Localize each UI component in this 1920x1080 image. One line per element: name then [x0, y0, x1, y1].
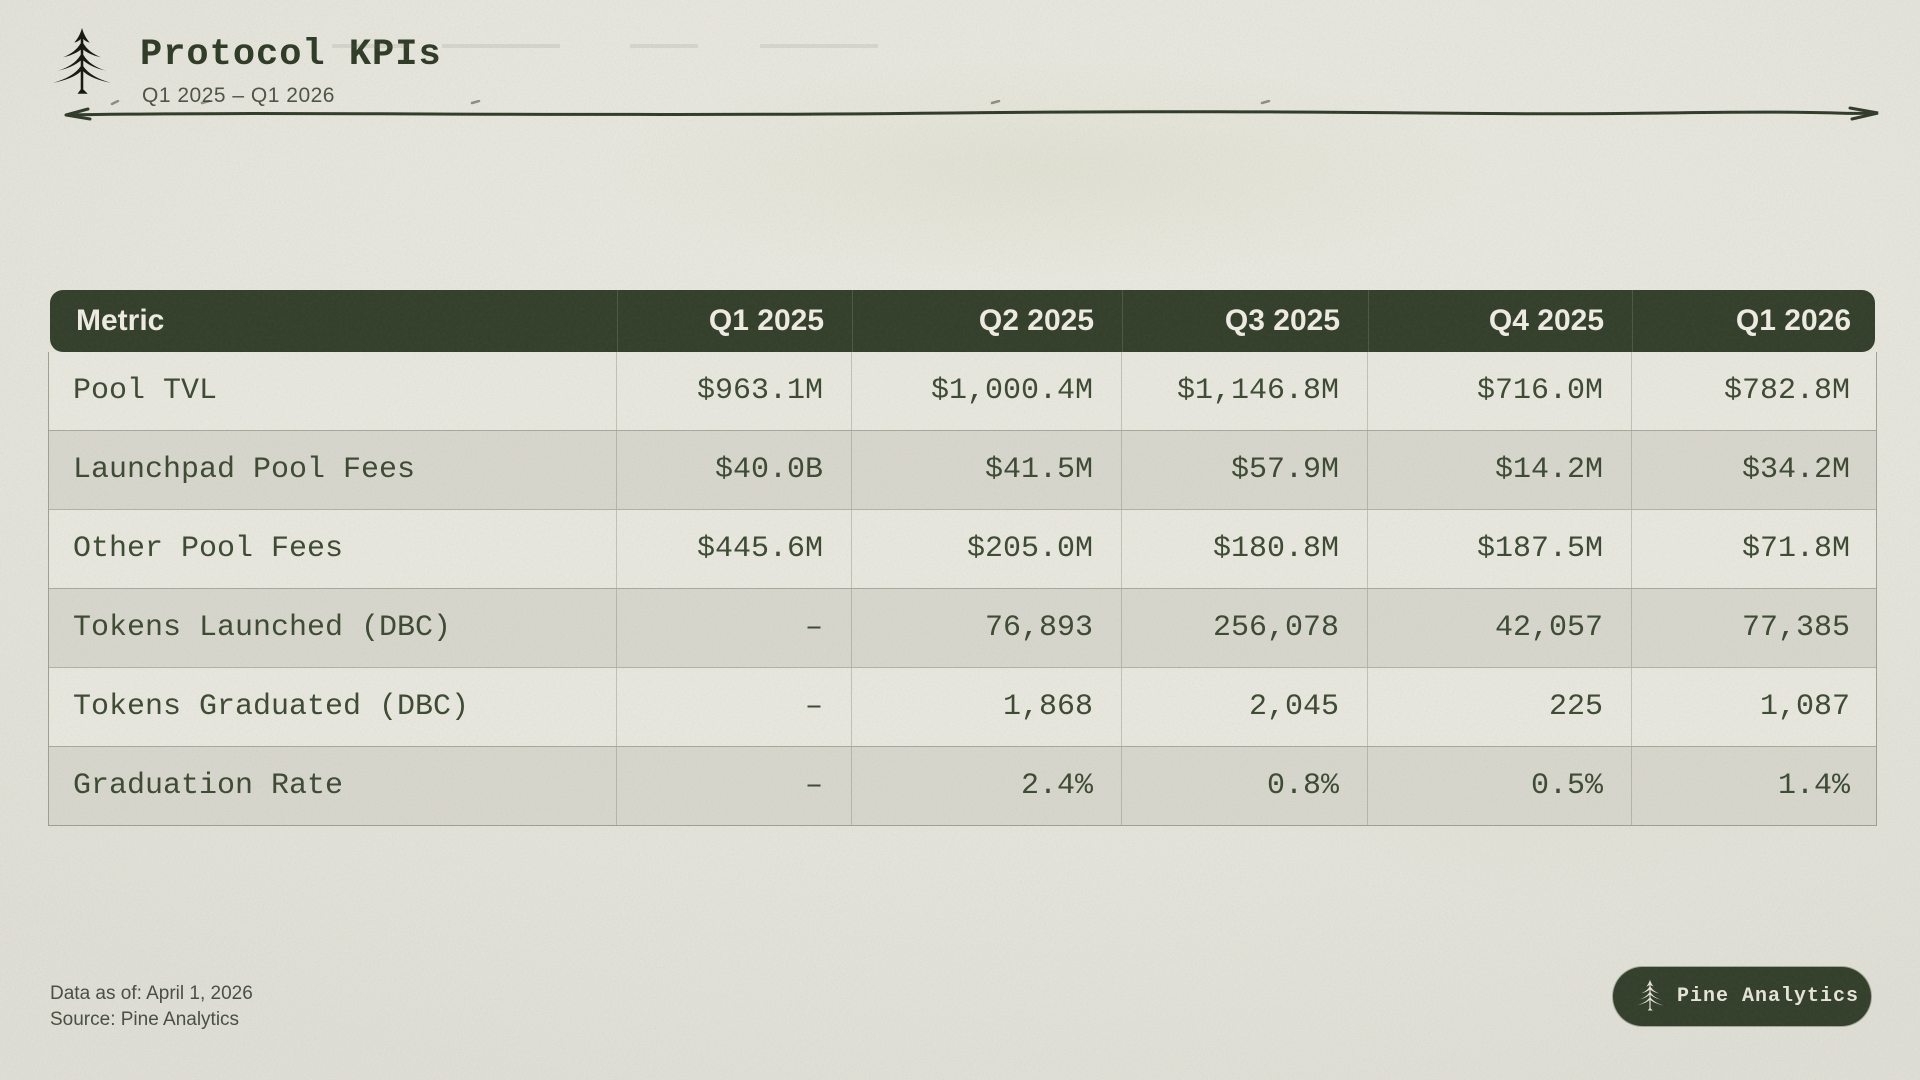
column-header-q1-2025: Q1 2025 [617, 290, 852, 352]
cell-value: $180.8M [1121, 510, 1367, 588]
cell-value: $1,146.8M [1121, 352, 1367, 430]
column-header-metric: Metric [76, 304, 165, 337]
cell-value: $205.0M [851, 510, 1121, 588]
cell-value: 1,087 [1631, 668, 1878, 746]
cell-value: 2.4% [851, 747, 1121, 825]
metric-label: Tokens Launched (DBC) [73, 611, 452, 645]
cell-value: $963.1M [616, 352, 851, 430]
table-row-launchpad-pool-fees: Launchpad Pool Fees $40.0B $41.5M $57.9M… [49, 430, 1876, 509]
cell-value: 1,868 [851, 668, 1121, 746]
metric-label: Launchpad Pool Fees [73, 453, 416, 487]
cell-value: $782.8M [1631, 352, 1878, 430]
metric-label: Pool TVL [73, 374, 218, 408]
cell-value: $716.0M [1367, 352, 1631, 430]
badge-label: Pine Analytics [1677, 985, 1860, 1008]
column-header-q2-2025: Q2 2025 [852, 290, 1122, 352]
cell-value: 1.4% [1631, 747, 1878, 825]
cell-value: $40.0B [616, 431, 851, 509]
cell-value: 0.8% [1121, 747, 1367, 825]
table-row-other-pool-fees: Other Pool Fees $445.6M $205.0M $180.8M … [49, 509, 1876, 588]
data-as-of-text: Data as of: April 1, 2026 [50, 983, 253, 1004]
cell-value: 76,893 [851, 589, 1121, 667]
metric-label: Graduation Rate [73, 769, 344, 803]
table-header-row: Metric Q1 2025 Q2 2025 Q3 2025 Q4 2025 Q… [50, 290, 1875, 352]
cell-value: 256,078 [1121, 589, 1367, 667]
column-header-q4-2025: Q4 2025 [1368, 290, 1632, 352]
table-row-graduation-rate: Graduation Rate – 2.4% 0.8% 0.5% 1.4% [49, 746, 1876, 825]
cell-value: – [616, 668, 851, 746]
table-row-tokens-graduated: Tokens Graduated (DBC) – 1,868 2,045 225… [49, 667, 1876, 746]
cell-value: $34.2M [1631, 431, 1878, 509]
cell-value: 77,385 [1631, 589, 1878, 667]
page-title: Protocol KPIs [140, 34, 442, 76]
pine-analytics-badge: Pine Analytics [1613, 967, 1871, 1026]
cell-value: 0.5% [1367, 747, 1631, 825]
kpi-table: Metric Q1 2025 Q2 2025 Q3 2025 Q4 2025 Q… [48, 290, 1877, 826]
cell-value: $14.2M [1367, 431, 1631, 509]
footnote: Data as of: April 1, 2026 Source: Pine A… [50, 981, 253, 1033]
cell-value: $41.5M [851, 431, 1121, 509]
cell-value: 225 [1367, 668, 1631, 746]
column-header-q3-2025: Q3 2025 [1122, 290, 1368, 352]
cell-value: $1,000.4M [851, 352, 1121, 430]
metric-label: Tokens Graduated (DBC) [73, 690, 470, 724]
sketch-dash-artifacts [332, 44, 878, 48]
cell-value: $57.9M [1121, 431, 1367, 509]
table-row-tokens-launched: Tokens Launched (DBC) – 76,893 256,078 4… [49, 588, 1876, 667]
cell-value: $187.5M [1367, 510, 1631, 588]
cell-value: $445.6M [616, 510, 851, 588]
table-body: Pool TVL $963.1M $1,000.4M $1,146.8M $71… [48, 352, 1877, 826]
table-row-pool-tvl: Pool TVL $963.1M $1,000.4M $1,146.8M $71… [49, 352, 1876, 430]
cell-value: – [616, 589, 851, 667]
column-header-q1-2026: Q1 2026 [1632, 290, 1879, 352]
hand-drawn-divider [64, 100, 1879, 121]
source-text: Source: Pine Analytics [50, 1009, 240, 1030]
cell-value: 42,057 [1367, 589, 1631, 667]
paper-tint-blotch [600, 60, 1500, 280]
cell-value: 2,045 [1121, 668, 1367, 746]
pine-tree-icon [53, 27, 111, 94]
metric-label: Other Pool Fees [73, 532, 344, 566]
cell-value: $71.8M [1631, 510, 1878, 588]
pine-tree-icon [1636, 979, 1664, 1010]
cell-value: – [616, 747, 851, 825]
